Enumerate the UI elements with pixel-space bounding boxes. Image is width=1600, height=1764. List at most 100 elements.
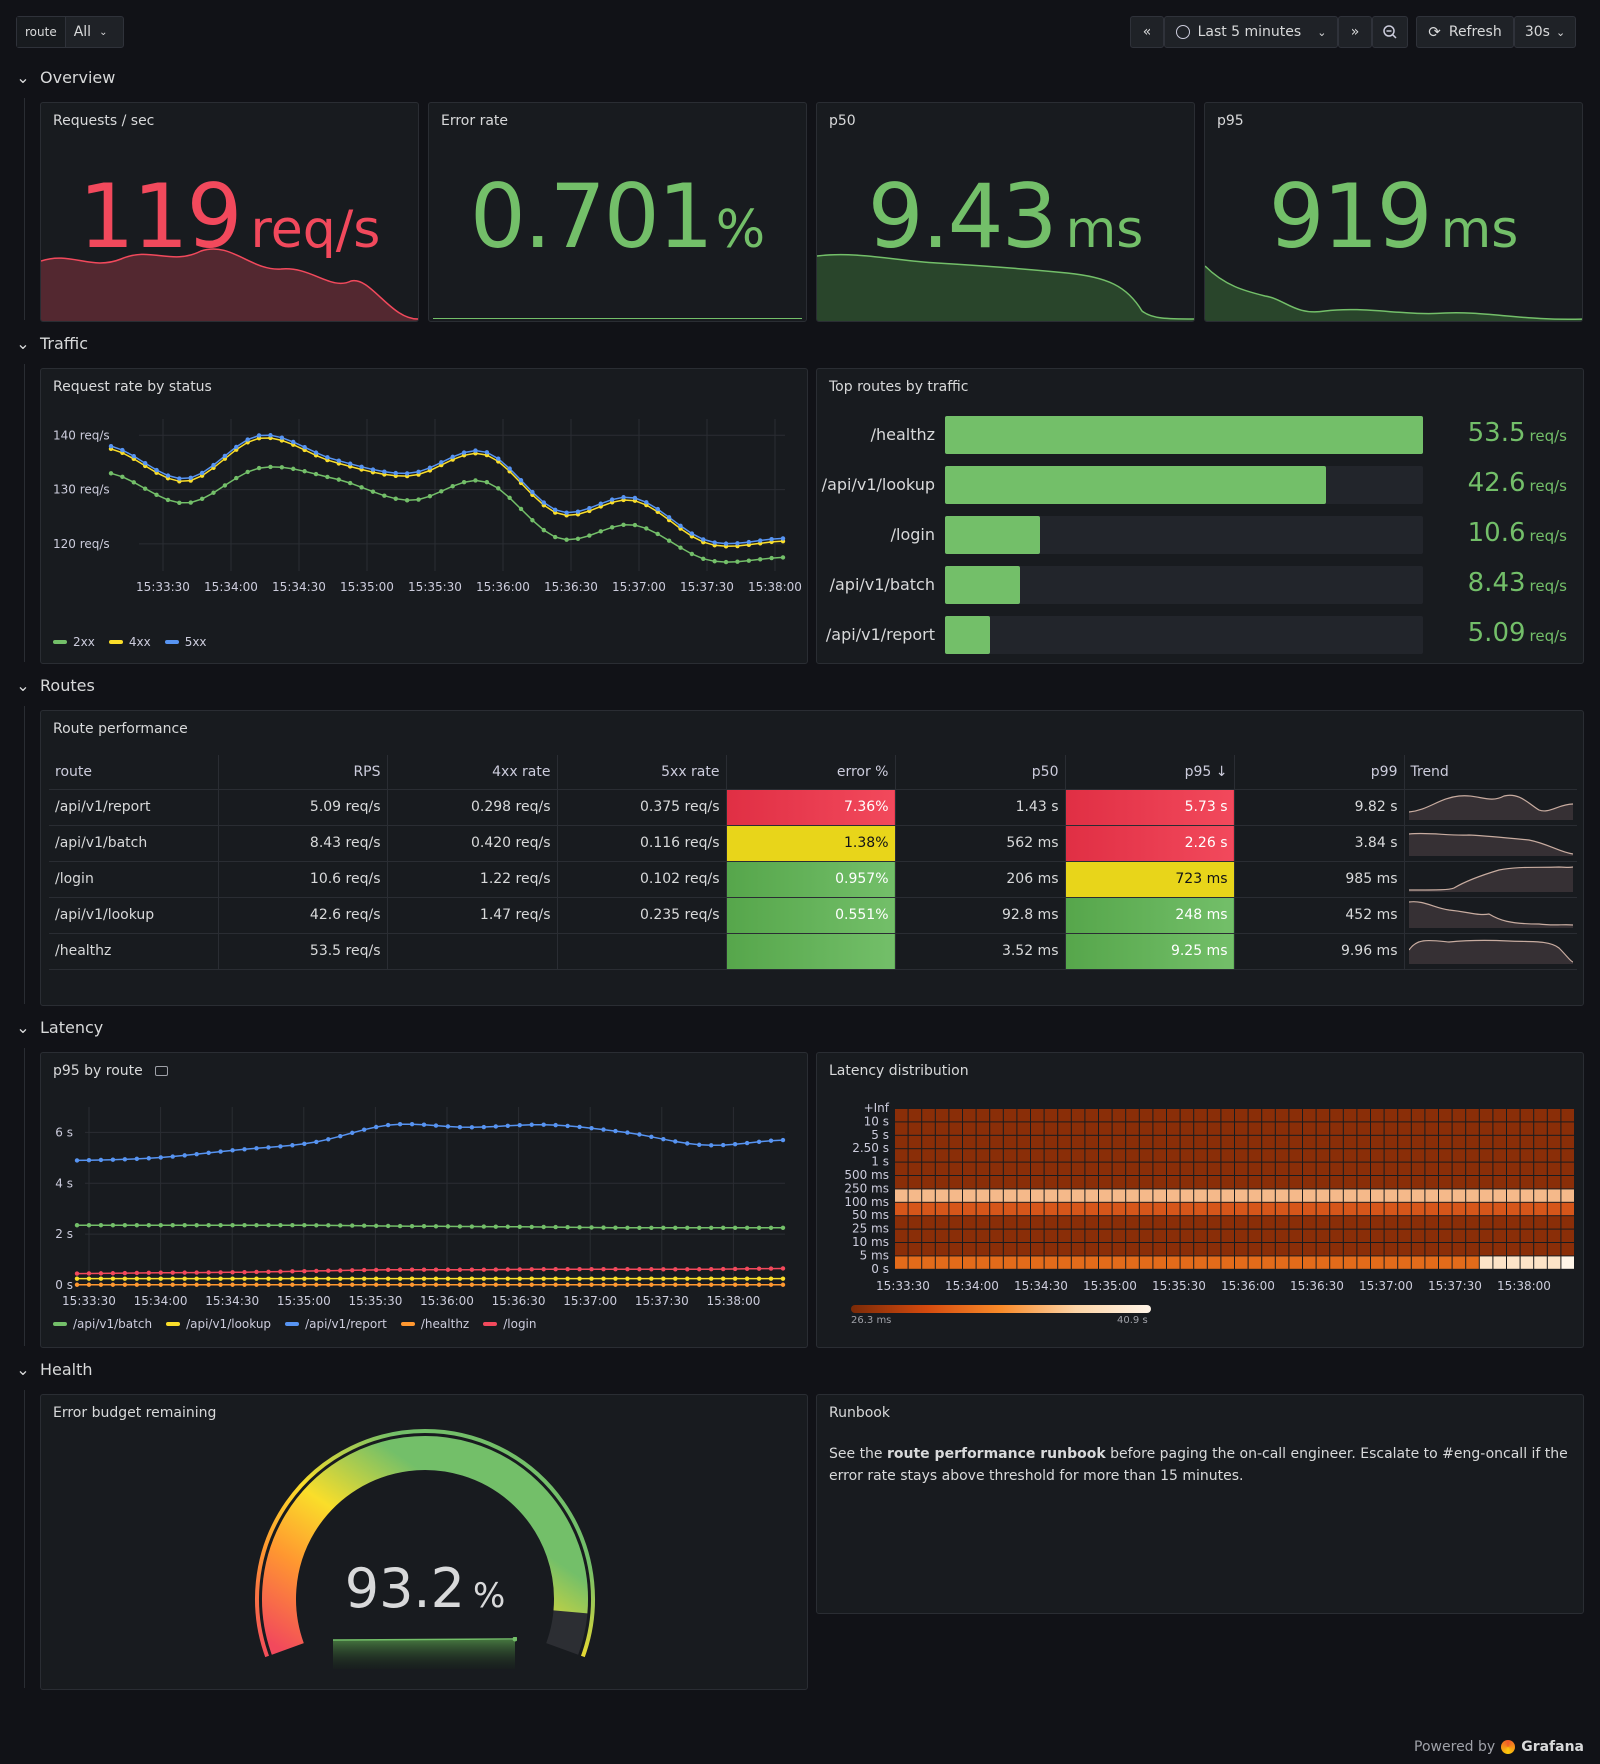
heatmap-cell[interactable] [1303, 1122, 1316, 1135]
heatmap-cell[interactable] [1031, 1135, 1044, 1149]
heatmap-cell[interactable] [1194, 1122, 1207, 1135]
heatmap-cell[interactable] [1099, 1189, 1112, 1202]
data-point[interactable] [565, 1282, 570, 1287]
p95-by-route-panel[interactable]: p95 by route 0 s 2 s 4 s 6 s 15:33:30 15:34:0… [40, 1052, 808, 1348]
heatmap-cell[interactable] [1561, 1149, 1574, 1162]
data-point[interactable] [598, 501, 603, 506]
data-point[interactable] [268, 464, 273, 470]
heatmap-cell[interactable] [1316, 1189, 1330, 1202]
data-point[interactable] [673, 1267, 678, 1272]
data-point[interactable] [518, 506, 524, 512]
heatmap-cell[interactable] [1207, 1256, 1221, 1269]
heatmap-cell[interactable] [1384, 1189, 1398, 1202]
heatmap-cell[interactable] [1085, 1243, 1098, 1256]
heatmap-cell[interactable] [1316, 1256, 1330, 1269]
data-point[interactable] [188, 475, 193, 481]
heatmap-cell[interactable] [1275, 1243, 1289, 1256]
heatmap-cell[interactable] [1207, 1109, 1221, 1122]
heatmap-cell[interactable] [1479, 1176, 1493, 1189]
heatmap-cell[interactable] [1343, 1176, 1357, 1189]
heatmap-cell[interactable] [895, 1135, 908, 1149]
heatmap-cell[interactable] [1058, 1189, 1071, 1202]
data-point[interactable] [154, 467, 159, 473]
heatmap-cell[interactable] [1194, 1243, 1207, 1256]
heatmap-cell[interactable] [1371, 1243, 1384, 1256]
data-point[interactable] [589, 1225, 594, 1230]
heatmap-cell[interactable] [949, 1149, 962, 1162]
data-point[interactable] [427, 493, 433, 499]
data-point[interactable] [450, 454, 455, 460]
data-point[interactable] [199, 496, 205, 502]
data-point[interactable] [450, 484, 455, 489]
heatmap-cell[interactable] [908, 1149, 922, 1162]
heatmap-cell[interactable] [1466, 1162, 1479, 1175]
data-point[interactable] [397, 1121, 403, 1127]
heatmap-cell[interactable] [963, 1216, 976, 1229]
data-point[interactable] [177, 500, 182, 506]
heatmap-cell[interactable] [1071, 1162, 1085, 1175]
runbook-link[interactable]: route performance runbook [887, 1446, 1106, 1462]
data-point[interactable] [290, 1276, 295, 1281]
heatmap-cell[interactable] [1507, 1256, 1520, 1269]
heatmap-cell[interactable] [1275, 1122, 1289, 1135]
data-point[interactable] [120, 474, 125, 480]
data-point[interactable] [211, 462, 216, 468]
data-point[interactable] [589, 1282, 594, 1287]
data-point[interactable] [673, 1225, 678, 1231]
data-point[interactable] [744, 1225, 750, 1230]
data-point[interactable] [709, 1266, 714, 1272]
data-point[interactable] [146, 1270, 151, 1276]
section-health[interactable]: ⌄ Health [16, 1360, 92, 1379]
heatmap-cell[interactable] [935, 1189, 949, 1202]
data-point[interactable] [245, 469, 250, 475]
data-point[interactable] [769, 536, 774, 542]
data-point[interactable] [338, 1133, 343, 1139]
data-point[interactable] [541, 1224, 546, 1230]
heatmap-cell[interactable] [1126, 1256, 1139, 1269]
data-point[interactable] [601, 1267, 606, 1272]
data-point[interactable] [625, 1225, 630, 1230]
heatmap-cell[interactable] [1479, 1256, 1493, 1269]
heatmap-cell[interactable] [963, 1189, 976, 1202]
data-point[interactable] [314, 1139, 319, 1145]
heatmap-cell[interactable] [1207, 1189, 1221, 1202]
heatmap-cell[interactable] [1466, 1216, 1479, 1229]
heatmap-cell[interactable] [1112, 1162, 1126, 1175]
heatmap-cell[interactable] [1248, 1162, 1262, 1175]
data-point[interactable] [158, 1270, 163, 1275]
data-point[interactable] [242, 1223, 247, 1228]
heatmap-cell[interactable] [1139, 1135, 1153, 1149]
data-point[interactable] [86, 1158, 92, 1163]
heatmap-cell[interactable] [1194, 1229, 1207, 1242]
section-routes[interactable]: ⌄ Routes [16, 676, 94, 695]
data-point[interactable] [541, 527, 547, 533]
heatmap-cell[interactable] [963, 1162, 976, 1175]
heatmap-cell[interactable] [1507, 1149, 1520, 1162]
heatmap-cell[interactable] [1112, 1256, 1126, 1269]
heatmap-cell[interactable] [1275, 1216, 1289, 1229]
data-point[interactable] [541, 1282, 546, 1287]
heatmap-cell[interactable] [1398, 1229, 1411, 1242]
heatmap-cell[interactable] [963, 1149, 976, 1162]
heatmap-cell[interactable] [1425, 1109, 1438, 1122]
heatmap-cell[interactable] [1139, 1229, 1153, 1242]
data-point[interactable] [553, 1282, 558, 1287]
data-point[interactable] [218, 1149, 223, 1154]
data-point[interactable] [621, 495, 626, 500]
heatmap-cell[interactable] [1058, 1122, 1071, 1135]
heatmap-cell[interactable] [1343, 1243, 1357, 1256]
data-point[interactable] [756, 1139, 762, 1145]
heatmap-cell[interactable] [1017, 1176, 1030, 1189]
data-point[interactable] [142, 486, 148, 491]
data-point[interactable] [768, 1138, 774, 1143]
data-point[interactable] [290, 1282, 295, 1287]
heatmap-cell[interactable] [1112, 1149, 1126, 1162]
heatmap-cell[interactable] [1384, 1256, 1398, 1269]
data-point[interactable] [553, 1224, 558, 1230]
data-point[interactable] [601, 1276, 606, 1281]
heatmap-cell[interactable] [1167, 1122, 1180, 1135]
heatmap-cell[interactable] [1207, 1229, 1221, 1242]
data-point[interactable] [644, 526, 649, 531]
data-point[interactable] [529, 1122, 534, 1127]
heatmap-cell[interactable] [1031, 1122, 1044, 1135]
